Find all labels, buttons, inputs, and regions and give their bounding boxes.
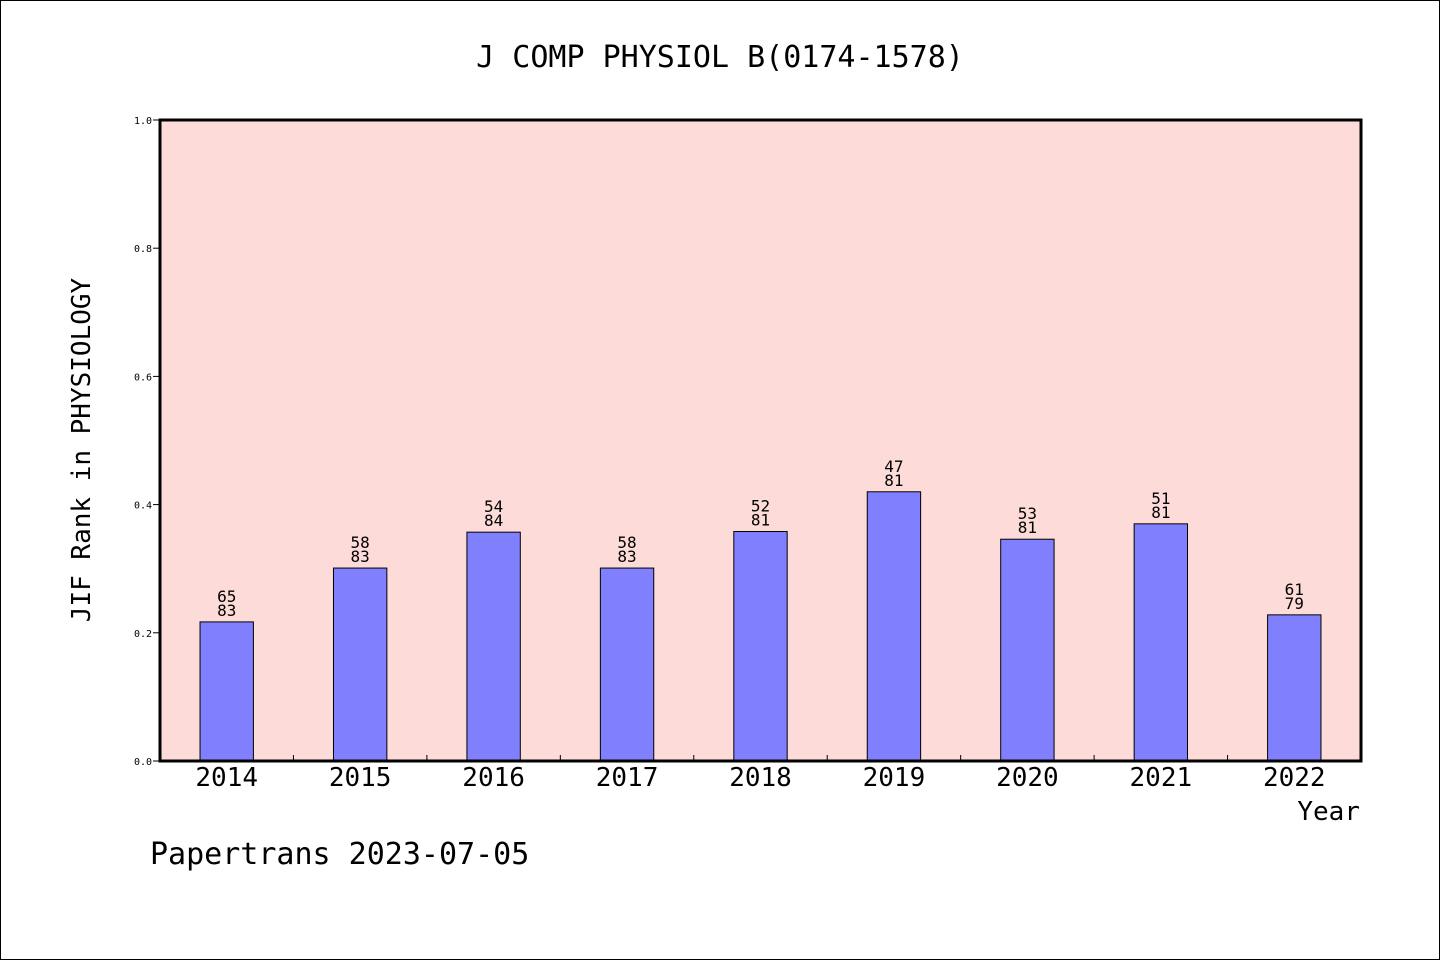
- x-tick-label: 2017: [596, 763, 659, 793]
- footer-text: Papertrans 2023-07-05: [150, 837, 529, 872]
- total-label: 84: [484, 511, 503, 530]
- y-axis-label: JIF Rank in PHYSIOLOGY: [67, 277, 97, 622]
- bar: [599, 567, 655, 762]
- y-tick-label: 0.0: [134, 757, 152, 768]
- x-tick-label: 2020: [996, 763, 1059, 793]
- x-tick-label: 2021: [1130, 763, 1193, 793]
- bar: [1267, 614, 1322, 762]
- rank-label: 61: [1285, 580, 1304, 599]
- total-label: 83: [617, 547, 636, 566]
- bar: [332, 567, 388, 762]
- bar: [1000, 538, 1055, 762]
- total-label: 81: [1151, 503, 1170, 522]
- total-label: 83: [351, 547, 370, 566]
- total-label: 83: [217, 601, 236, 620]
- x-tick-label: 2015: [329, 763, 392, 793]
- rank-label: 53: [1018, 504, 1037, 523]
- rank-label: 58: [617, 533, 636, 552]
- x-axis-label: Year: [1297, 797, 1360, 827]
- rank-label: 52: [751, 497, 770, 516]
- total-label: 81: [751, 511, 770, 530]
- bar: [733, 531, 788, 762]
- rank-label: 54: [484, 497, 503, 516]
- total-label: 81: [884, 471, 903, 490]
- chart-title: J COMP PHYSIOL B(0174-1578): [476, 40, 964, 75]
- x-tick-label: 2016: [462, 763, 525, 793]
- total-label: 79: [1285, 594, 1304, 613]
- bar: [866, 491, 922, 762]
- y-tick-label: 0.6: [134, 372, 152, 383]
- x-tick-label: 2019: [863, 763, 926, 793]
- x-tick-label: 2014: [195, 763, 258, 793]
- y-tick-label: 0.2: [134, 629, 152, 640]
- rank-label: 51: [1151, 489, 1170, 508]
- rank-label: 65: [217, 587, 236, 606]
- x-tick-label: 2018: [729, 763, 792, 793]
- x-tick-label: 2022: [1263, 763, 1326, 793]
- y-tick-label: 0.8: [134, 244, 152, 255]
- y-tick-label: 0.4: [134, 501, 152, 512]
- rank-label: 58: [351, 533, 370, 552]
- bar: [1133, 523, 1189, 762]
- total-label: 81: [1018, 518, 1037, 537]
- bar: [466, 531, 521, 762]
- plot-border: [158, 118, 1363, 763]
- rank-label: 47: [884, 457, 903, 476]
- bar: [199, 621, 254, 762]
- y-tick-label: 1.0: [134, 116, 152, 127]
